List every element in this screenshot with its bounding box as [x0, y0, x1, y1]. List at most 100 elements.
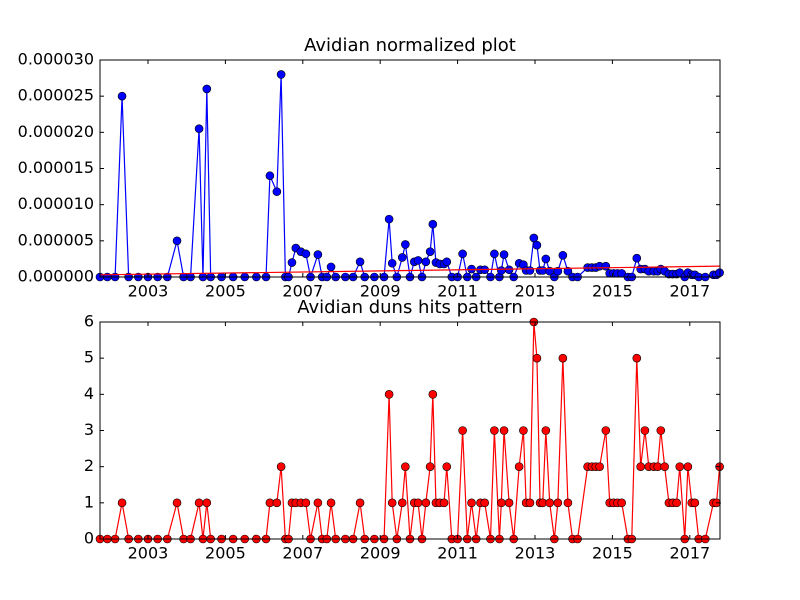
marker: [425, 462, 435, 471]
y-tick-label: 5: [84, 348, 94, 367]
marker: [428, 390, 438, 399]
marker: [202, 84, 212, 94]
x-tick-label: 2011: [437, 282, 478, 301]
series-line: [99, 265, 721, 276]
x-tick-label: 2005: [205, 282, 246, 301]
marker: [595, 462, 604, 471]
y-tick-label: 0: [84, 529, 94, 548]
y-tick-label: 0.000020: [18, 122, 94, 141]
marker: [272, 187, 282, 196]
marker: [384, 390, 394, 399]
marker: [541, 426, 551, 435]
marker: [413, 256, 423, 265]
marker: [117, 498, 127, 508]
x-tick-label: 2005: [205, 544, 246, 563]
marker: [532, 353, 542, 363]
marker: [301, 498, 311, 508]
marker: [525, 498, 535, 508]
marker: [504, 265, 514, 275]
marker: [497, 498, 506, 508]
marker: [490, 249, 499, 259]
marker: [545, 498, 555, 508]
marker: [532, 240, 542, 250]
x-tick-label: 2017: [669, 544, 710, 563]
chart-title: Avidian normalized plot: [304, 35, 516, 56]
marker: [617, 498, 626, 508]
marker: [640, 426, 650, 435]
marker: [276, 462, 286, 471]
marker: [672, 498, 681, 508]
marker: [313, 250, 323, 259]
x-tick-label: 2009: [360, 544, 401, 563]
marker: [313, 498, 323, 508]
x-tick-label: 2003: [128, 282, 169, 301]
marker: [660, 462, 669, 471]
marker: [442, 257, 452, 267]
marker: [397, 498, 407, 508]
marker: [656, 426, 666, 435]
marker: [636, 462, 645, 471]
marker: [458, 249, 467, 259]
y-tick-label: 0.000005: [18, 230, 94, 249]
marker: [519, 426, 528, 435]
plot-area: [95, 317, 724, 544]
marker: [541, 254, 551, 264]
marker: [467, 498, 476, 508]
x-tick-label: 2007: [282, 282, 323, 301]
x-tick-label: 2003: [128, 544, 169, 563]
marker: [194, 498, 204, 508]
marker: [401, 240, 410, 249]
x-tick-label: 2015: [592, 282, 633, 301]
y-tick-label: 2: [84, 456, 94, 475]
marker: [558, 353, 568, 363]
marker: [194, 124, 204, 134]
marker: [480, 498, 489, 508]
x-tick-label: 2011: [437, 544, 478, 563]
marker: [558, 251, 568, 260]
marker: [499, 426, 509, 435]
marker: [355, 498, 365, 508]
marker: [632, 253, 642, 263]
marker: [326, 498, 336, 508]
y-tick-label: 0.000000: [18, 267, 94, 286]
marker: [355, 257, 365, 267]
marker: [387, 498, 397, 508]
marker: [553, 498, 563, 508]
marker: [675, 462, 685, 471]
marker: [490, 426, 499, 435]
marker: [553, 266, 563, 276]
y-tick-label: 1: [84, 492, 94, 511]
marker: [439, 498, 449, 508]
marker: [632, 353, 642, 363]
y-tick-label: 4: [84, 384, 94, 403]
marker: [563, 498, 573, 508]
marker: [276, 70, 286, 79]
y-tick-label: 0.000025: [18, 86, 94, 105]
marker: [413, 498, 423, 508]
marker: [397, 253, 407, 262]
y-tick-label: 3: [84, 420, 94, 439]
marker: [425, 247, 435, 256]
marker: [525, 266, 535, 275]
marker: [428, 219, 438, 229]
marker: [499, 250, 509, 259]
marker: [326, 262, 336, 272]
y-tick-label: 0.000030: [18, 50, 94, 69]
marker: [497, 266, 506, 275]
marker: [458, 426, 467, 435]
marker: [117, 91, 127, 101]
marker: [690, 498, 700, 508]
marker: [529, 233, 539, 243]
marker: [287, 258, 297, 267]
chart-title: Avidian duns hits pattern: [297, 297, 523, 318]
marker: [172, 236, 182, 246]
marker: [401, 462, 410, 471]
marker: [265, 171, 275, 181]
x-tick-label: 2015: [592, 544, 633, 563]
marker: [504, 498, 514, 508]
marker: [421, 498, 431, 508]
marker: [172, 498, 182, 508]
marker: [387, 258, 397, 268]
x-tick-label: 2009: [360, 282, 401, 301]
